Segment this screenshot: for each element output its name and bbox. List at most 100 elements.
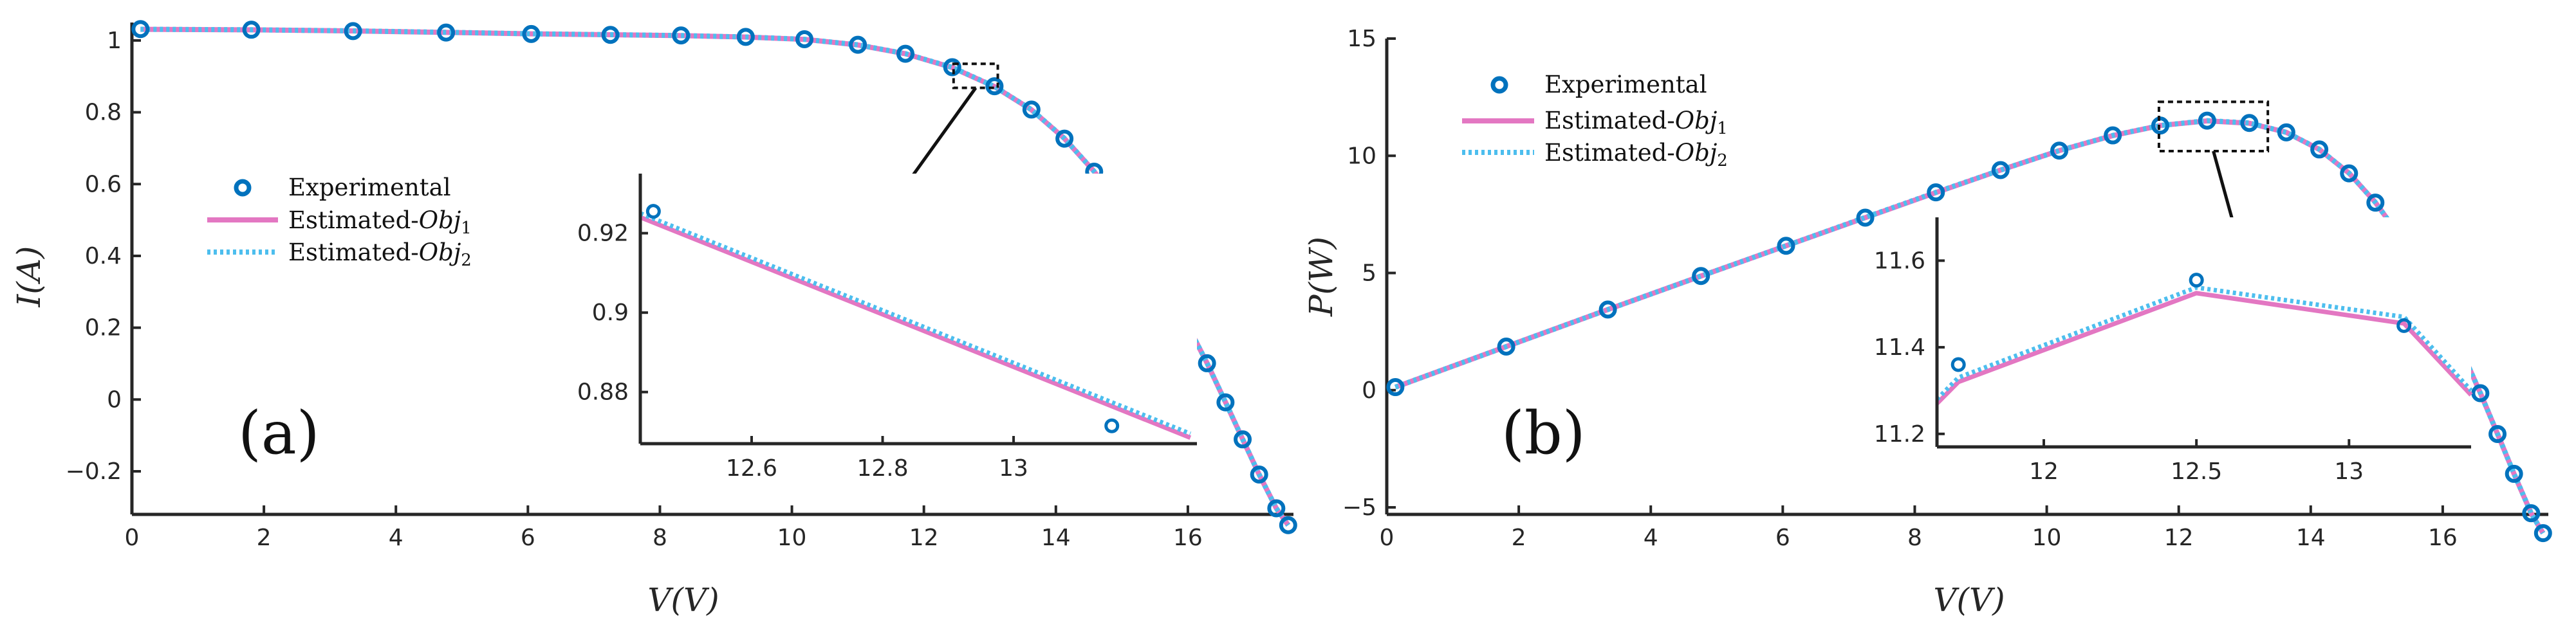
panel-a-experimental-point [1234,430,1252,449]
panel-a: 0 2 4 6 8 10 12 14 16−0.200.20.40.60.81 12.6 12.8… [10,20,1297,619]
legend-obj2-label: Estimated-Obj2 [288,239,472,270]
panel-b-y-axis-label: P(W) [1302,237,1340,317]
panel-a-experimental-point [1022,100,1041,119]
panel-b-y-tick-label: 15 [1347,26,1376,52]
panel-a-inset-background [640,174,1197,444]
panel-a-inset-x-tick-label: 12.8 [857,455,908,482]
panel-b-x-tick-label: 6 [1775,525,1790,551]
panel-a-y-tick-label: −0.2 [66,458,122,485]
panel-a-x-tick-label: 4 [389,525,403,551]
panel-b-zoom-box [2157,100,2270,152]
panel-b-inset-x-tick-label: 12.5 [2171,458,2222,485]
panel-b-experimental-point [2104,126,2122,145]
panel-b-experimental-point [2488,424,2507,443]
panel-b-experimental-point [1856,208,1875,227]
panel-b-experimental-point [2366,194,2385,212]
panel-a-x-tick-label: 16 [1173,525,1203,551]
panel-a-legend: Experimental Estimated-Obj1 Estimated-Ob… [207,174,472,270]
panel-a-inset-experimental-point [1104,418,1120,433]
panel-a-x-tick-label: 14 [1041,525,1071,551]
panel-b-inset-x-tick-label: 13 [2334,458,2364,485]
panel-b-experimental-point [2050,141,2069,160]
panel-b-experimental-point [1777,237,1795,255]
panel-a-experimental-point [1216,393,1235,412]
panel-a-experimental-point [242,21,261,39]
legend-b-experimental-marker [1490,76,1508,94]
legend-b-obj2-prefix: Estimated- [1544,139,1675,167]
panel-b-x-axis-label: V(V) [1933,581,2005,619]
legend-obj1-sub: 1 [461,219,472,238]
panel-b-experimental-point [2534,524,2552,543]
panel-b-experimental-point [2522,504,2541,523]
panel-a-x-axis-label: V(V) [647,581,719,619]
panel-a-ticks: 0 2 4 6 8 10 12 14 16−0.200.20.40.60.81 [66,23,1293,551]
panel-b-label: (b) [1501,399,1586,467]
panel-b-x-tick-label: 2 [1512,525,1526,551]
panel-a-x-tick-label: 12 [909,525,939,551]
panel-b-x-tick-label: 4 [1644,525,1658,551]
panel-a-y-tick-label: 1 [107,28,122,54]
panel-a-experimental-point [1250,466,1268,484]
panel-b-x-tick-label: 10 [2032,525,2062,551]
panel-a-inset-y-tick-label: 0.92 [577,221,629,247]
panel-a-inset-y-tick-label: 0.9 [592,300,629,326]
panel-a-experimental-point [131,20,150,39]
panel-a-experimental-point [985,77,1004,96]
panel-b-inset-obj1-line [1935,291,2473,406]
legend-b-obj2-sub: 2 [1717,151,1728,170]
legend-b-obj1-var: Obj [1675,107,1718,134]
panel-a-x-tick-label: 8 [653,525,667,551]
panel-a-inset-x-tick-label: 13 [999,455,1028,482]
panel-b-experimental-point [2505,464,2523,483]
panel-b-x-tick-label: 12 [2164,525,2194,551]
panel-a-inset: 12.6 12.8 13 0.88 0.9 0.92 [577,174,1197,482]
panel-b-experimental-point [1598,300,1617,319]
panel-a-y-tick-label: 0.6 [85,171,122,197]
panel-b-experimental-point [2198,111,2216,130]
panel-a-experimental-point [896,44,914,63]
panel-b-inset-background [1937,217,2471,447]
panel-a-x-tick-label: 0 [125,525,140,551]
panel-b-inset-x-tick-label: 12 [2029,458,2059,485]
panel-b-experimental-point [1497,337,1515,356]
panel-a-obj2-line [140,26,1291,527]
panel-b-experimental-point [1991,161,2010,179]
panel-b-inset-experimental-point [2396,318,2412,333]
panel-b-y-tick-label: 10 [1347,143,1376,169]
legend-experimental-label: Experimental [288,174,451,201]
legend-b-obj2-var: Obj [1675,139,1718,167]
legend-obj2-prefix: Estimated- [288,239,419,266]
panel-b-y-tick-label: 0 [1362,377,1376,404]
legend-obj1-prefix: Estimated- [288,206,419,234]
legend-b-obj1-prefix: Estimated- [1544,107,1675,134]
panel-a-y-tick-label: 0.4 [85,243,122,269]
panel-b-inset-y-tick-label: 11.4 [1874,334,1925,361]
panel-b-legend: Experimental Estimated-Obj1 Estimated-Ob… [1462,71,1728,170]
panel-a-experimental-point [736,28,755,46]
panel-a-label: (a) [238,399,320,467]
panel-b-x-tick-label: 14 [2296,525,2326,551]
panel-a-inset-experimental-point [645,204,661,219]
panel-a-y-tick-label: 0.2 [85,315,122,341]
panel-b-x-tick-label: 0 [1380,525,1395,551]
panel-b-experimental-point [1692,267,1710,285]
legend-b-experimental-label: Experimental [1544,71,1707,98]
legend-obj2-sub: 2 [461,251,472,270]
panel-b-experimental-point [1386,378,1405,397]
panel-b-experimental-point [2151,116,2169,135]
panel-a-experimental-point [522,24,541,43]
panel-a-experimental-point [943,58,961,77]
panel-b-x-tick-label: 16 [2428,525,2458,551]
panel-a-experimental-point [1267,499,1286,518]
panel-a-x-tick-label: 6 [521,525,535,551]
panel-a-experimental-point [672,26,690,45]
panel-a-x-tick-label: 2 [257,525,272,551]
panel-a-x-tick-label: 10 [777,525,807,551]
panel-a-y-tick-label: 0.8 [85,100,122,126]
panel-a-experimental-point [344,22,362,41]
panel-a-inset-obj1-line [639,215,1192,440]
panel-a-inset-obj2-line [639,211,1192,436]
legend-b-obj1-sub: 1 [1717,119,1728,138]
panel-a-inset-x-tick-label: 12.6 [726,455,777,482]
panel-b-experimental-point [1927,183,1945,202]
